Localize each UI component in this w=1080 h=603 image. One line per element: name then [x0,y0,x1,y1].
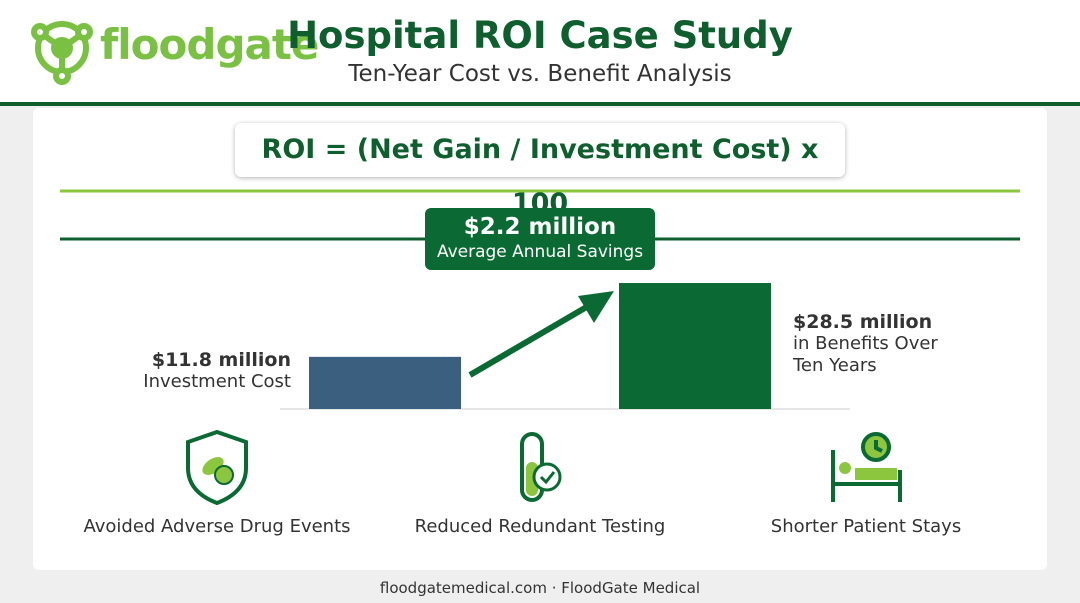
benefit: Reduced Redundant Testing [414,516,666,537]
bar [309,356,461,409]
brand: floodgate [100,20,319,69]
value-label: $11.8 million [151,349,291,371]
logo-icon [31,21,93,85]
footer: floodgatemedical.com · FloodGate Medical [379,579,701,597]
benefit: Avoided Adverse Drug Events [83,516,351,537]
formula: ROI = (Net Gain / Investment Cost) x 100 [235,123,845,219]
title: Hospital ROI Case Study [287,14,793,57]
category-label: in Benefits Over Ten Years [793,333,938,376]
header [0,0,1080,106]
highlight: $2.2 million Average Annual Savings [425,208,655,270]
category-label: Investment Cost [143,371,291,392]
bar-label: $11.8 million Investment Cost [143,349,291,393]
bar-label: $28.5 million in Benefits Over Ten Years [793,311,943,377]
highlight-value: $2.2 million [463,214,617,240]
test-tube-icon [520,432,562,502]
bar [619,283,771,409]
arrow [468,291,614,378]
highlight-label: Average Annual Savings [436,242,644,262]
shield-icon [186,429,248,506]
value-label: $28.5 million [793,311,933,333]
bed-icon [831,432,902,502]
subtitle: Ten-Year Cost vs. Benefit Analysis [348,61,732,87]
benefit: Shorter Patient Stays [770,516,962,537]
